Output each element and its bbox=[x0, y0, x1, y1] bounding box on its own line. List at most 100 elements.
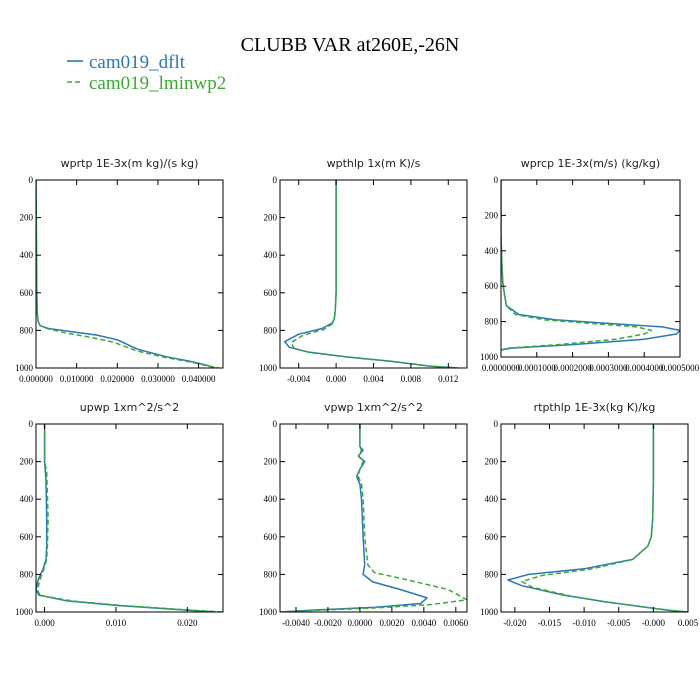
y-tick-label: 0 bbox=[29, 419, 34, 429]
x-tick-label: 0.0005000 bbox=[661, 363, 700, 373]
series-line-lminwp2 bbox=[290, 180, 458, 368]
x-tick-label: 0.010 bbox=[106, 618, 127, 628]
y-tick-label: 400 bbox=[264, 250, 278, 260]
x-tick-label: -0.004 bbox=[287, 374, 311, 384]
y-tick-label: 200 bbox=[264, 457, 278, 467]
panel-title: vpwp 1xm^2/s^2 bbox=[324, 401, 423, 414]
x-tick-label: -0.015 bbox=[538, 618, 562, 628]
y-tick-label: 400 bbox=[264, 494, 278, 504]
panel-1: wprtp 1E-3x(m kg)/(s kg) 0 200 400 600 800 100… bbox=[15, 157, 224, 384]
series-line-dflt bbox=[507, 424, 688, 612]
series-line-dflt bbox=[283, 180, 458, 368]
plot-frame bbox=[500, 179, 681, 358]
y-tick-label: 400 bbox=[485, 494, 499, 504]
panel-3: wprcp 1E-3x(m/s) (kg/kg) 0 200 400 600 800 100… bbox=[480, 157, 700, 373]
x-tick-label: 0.030000 bbox=[141, 374, 175, 384]
x-tick-label: 0.0001000 bbox=[518, 363, 557, 373]
plot-frame bbox=[35, 179, 224, 369]
x-tick-label: -0.010 bbox=[572, 618, 596, 628]
y-tick-label: 400 bbox=[485, 246, 499, 256]
panel-4: upwp 1xm^2/s^2 0 200 400 600 800 10000.000 0.01… bbox=[15, 401, 224, 628]
x-tick-label: 0.004 bbox=[363, 374, 384, 384]
series-group bbox=[501, 180, 680, 351]
y-tick-label: 0 bbox=[273, 419, 278, 429]
x-tick-label: 0.040000 bbox=[182, 374, 216, 384]
y-tick-label: 800 bbox=[264, 569, 278, 579]
legend-label-dflt: cam019_dflt bbox=[89, 52, 186, 73]
series-line-lminwp2 bbox=[280, 424, 467, 612]
y-tick-label: 200 bbox=[264, 213, 278, 223]
x-tick-label: 0.005 bbox=[678, 618, 699, 628]
x-tick-label: 0.008 bbox=[401, 374, 422, 384]
y-tick-label: 1000 bbox=[15, 607, 34, 617]
plot-frame bbox=[279, 179, 468, 369]
series-line-lminwp2 bbox=[501, 180, 653, 351]
series-line-dflt bbox=[501, 180, 680, 351]
x-tick-label: 0.020 bbox=[177, 618, 198, 628]
panel-title: wprtp 1E-3x(m kg)/(s kg) bbox=[61, 157, 199, 170]
x-tick-label: 0.020000 bbox=[100, 374, 134, 384]
y-tick-label: 200 bbox=[485, 210, 499, 220]
panel-title: rtpthlp 1E-3x(kg K)/kg bbox=[534, 401, 656, 414]
panel-5: vpwp 1xm^2/s^2 0 200 400 600 800 1000 -0.0040 -0… bbox=[259, 401, 469, 628]
y-tick-label: 800 bbox=[264, 325, 278, 335]
y-tick-label: 800 bbox=[485, 569, 499, 579]
y-tick-label: 0 bbox=[29, 175, 34, 185]
y-tick-label: 0 bbox=[494, 419, 499, 429]
legend-label-lminwp2: cam019_lminwp2 bbox=[89, 73, 226, 94]
y-tick-label: 1000 bbox=[15, 363, 34, 373]
series-line-dflt bbox=[36, 180, 216, 368]
x-tick-label: 0.0004000 bbox=[625, 363, 664, 373]
y-tick-label: 600 bbox=[485, 281, 499, 291]
series-line-lminwp2 bbox=[521, 424, 688, 612]
y-tick-label: 1000 bbox=[480, 607, 499, 617]
x-tick-label: 0.0020 bbox=[380, 618, 405, 628]
legend: cam019_dflt cam019_lminwp2 bbox=[67, 52, 226, 94]
panel-title: wprcp 1E-3x(m/s) (kg/kg) bbox=[521, 157, 660, 170]
figure-title: CLUBB VAR at260E,-26N bbox=[241, 34, 460, 56]
y-tick-label: 600 bbox=[264, 532, 278, 542]
series-group bbox=[36, 424, 223, 612]
x-tick-label: -0.005 bbox=[607, 618, 631, 628]
x-tick-label: -0.020 bbox=[503, 618, 527, 628]
x-tick-label: 0.012 bbox=[438, 374, 458, 384]
y-tick-label: 600 bbox=[20, 288, 34, 298]
series-group bbox=[280, 424, 467, 612]
y-tick-label: 600 bbox=[485, 532, 499, 542]
y-tick-label: 0 bbox=[494, 175, 499, 185]
y-tick-label: 1000 bbox=[480, 352, 499, 362]
y-tick-label: 0 bbox=[273, 175, 278, 185]
series-group bbox=[507, 424, 688, 612]
plot-frame bbox=[279, 423, 468, 613]
y-tick-label: 200 bbox=[20, 213, 34, 223]
panel-title: upwp 1xm^2/s^2 bbox=[80, 401, 180, 414]
y-tick-label: 800 bbox=[20, 325, 34, 335]
y-tick-label: 1000 bbox=[259, 363, 278, 373]
x-tick-label: 0.0000000 bbox=[482, 363, 521, 373]
y-tick-label: 400 bbox=[20, 494, 34, 504]
panel-6: rtpthlp 1E-3x(kg K)/kg02004006008001000-… bbox=[480, 401, 699, 628]
y-tick-label: 800 bbox=[20, 569, 34, 579]
plot-frame bbox=[35, 423, 224, 613]
x-tick-label: 0.010000 bbox=[60, 374, 94, 384]
panel-title: wpthlp 1x(m K)/s bbox=[327, 157, 421, 170]
series-line-lminwp2 bbox=[36, 424, 223, 612]
series-group bbox=[283, 180, 458, 368]
y-tick-label: 1000 bbox=[259, 607, 278, 617]
y-tick-label: 400 bbox=[20, 250, 34, 260]
x-tick-label: 0.000 bbox=[326, 374, 347, 384]
x-tick-label: -0.000 bbox=[642, 618, 666, 628]
x-tick-label: 0.0040 bbox=[411, 618, 436, 628]
series-line-lminwp2 bbox=[36, 180, 220, 368]
y-tick-label: 200 bbox=[485, 457, 499, 467]
x-tick-label: 0.000 bbox=[34, 618, 55, 628]
y-tick-label: 600 bbox=[264, 288, 278, 298]
x-tick-label: -0.0040 bbox=[282, 618, 310, 628]
y-tick-label: 200 bbox=[20, 457, 34, 467]
x-tick-label: -0.0020 bbox=[314, 618, 342, 628]
plot-frame bbox=[500, 423, 689, 613]
panel-2: wpthlp 1x(m K)/s 0 200 400 600 800 1000 -0.004 0… bbox=[259, 157, 468, 384]
series-line-dflt bbox=[36, 424, 216, 612]
x-tick-label: 0.000000 bbox=[19, 374, 53, 384]
